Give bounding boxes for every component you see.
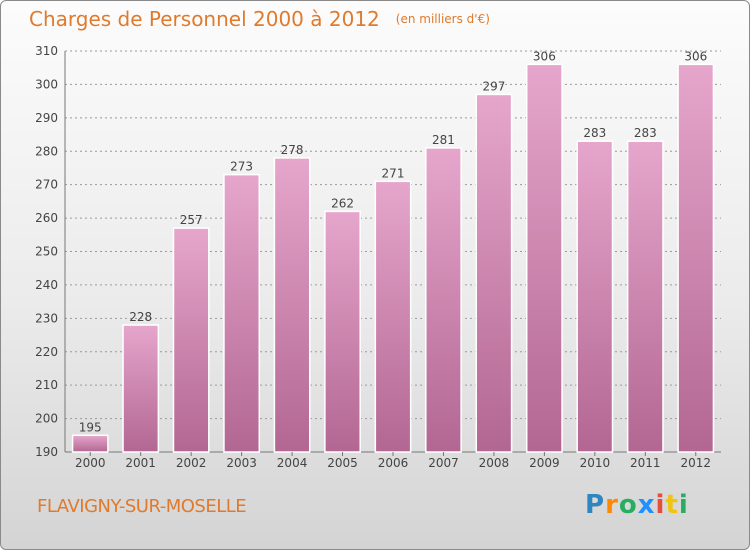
commune-name: FLAVIGNY-SUR-MOSELLE — [37, 496, 247, 517]
bar — [626, 140, 664, 453]
x-tick-label: 2008 — [479, 456, 510, 470]
x-tick-label: 2000 — [75, 456, 106, 470]
y-tick-label: 190 — [35, 445, 58, 459]
bar — [677, 63, 715, 453]
logo-letter: x — [637, 490, 656, 520]
bar — [425, 147, 462, 453]
proxiti-logo: Proxiti — [585, 490, 689, 520]
title-text: Charges de Personnel 2000 à 2012 — [29, 7, 380, 31]
y-tick-label: 270 — [35, 178, 58, 192]
logo-letter: i — [678, 490, 689, 520]
bar — [525, 63, 563, 453]
y-tick-label: 290 — [35, 111, 58, 125]
y-tick-label: 200 — [35, 412, 58, 426]
data-label: 306 — [533, 49, 556, 63]
x-tick-label: 2001 — [125, 456, 156, 470]
bar-chart: 190 200 210 220 230 240 250 260 270 280 290 300 310 1… — [35, 44, 721, 470]
data-label: 297 — [482, 79, 505, 93]
y-tick-label: 240 — [35, 278, 58, 292]
bar — [122, 324, 160, 453]
y-tick-label: 230 — [35, 311, 58, 325]
x-tick-label: 2003 — [226, 456, 257, 470]
y-tick-label: 250 — [35, 245, 58, 259]
data-label: 228 — [129, 310, 152, 324]
x-tick-label: 2012 — [680, 456, 711, 470]
bar — [475, 93, 513, 453]
y-tick-label: 300 — [35, 77, 58, 91]
bar — [324, 210, 361, 453]
x-tick-label: 2005 — [327, 456, 358, 470]
logo-letter: o — [618, 490, 638, 520]
data-label: 281 — [432, 133, 455, 147]
x-tick-label: 2011 — [630, 456, 661, 470]
data-label: 273 — [230, 160, 253, 174]
bar — [374, 180, 412, 453]
data-label: 278 — [281, 143, 304, 157]
y-tick-label: 280 — [35, 144, 58, 158]
x-tick-label: 2006 — [378, 456, 409, 470]
x-tick-label: 2007 — [428, 456, 459, 470]
x-tick-label: 2010 — [580, 456, 611, 470]
x-tick-label: 2009 — [529, 456, 560, 470]
data-label: 283 — [583, 126, 606, 140]
logo-letter: i — [655, 490, 666, 520]
y-tick-label: 210 — [35, 378, 58, 392]
data-label: 195 — [79, 420, 102, 434]
y-tick-label: 310 — [35, 44, 58, 58]
bar — [71, 434, 109, 453]
chart-title: Charges de Personnel 2000 à 2012 (en mill… — [29, 7, 490, 31]
logo-letter: t — [665, 490, 679, 520]
data-label: 262 — [331, 196, 354, 210]
y-tick-label: 220 — [35, 345, 58, 359]
bar — [576, 140, 614, 453]
unit-note: (en milliers d'€) — [395, 12, 490, 26]
x-tick-label: 2002 — [176, 456, 207, 470]
logo-letter: r — [605, 490, 619, 520]
bar — [273, 157, 311, 453]
data-label: 271 — [382, 166, 405, 180]
logo-letter: P — [585, 490, 606, 520]
bar — [223, 173, 261, 453]
x-tick-label: 2004 — [277, 456, 308, 470]
data-label: 257 — [180, 213, 203, 227]
bar — [172, 227, 210, 453]
y-tick-label: 260 — [35, 211, 58, 225]
data-label: 283 — [634, 126, 657, 140]
data-label: 306 — [684, 49, 707, 63]
